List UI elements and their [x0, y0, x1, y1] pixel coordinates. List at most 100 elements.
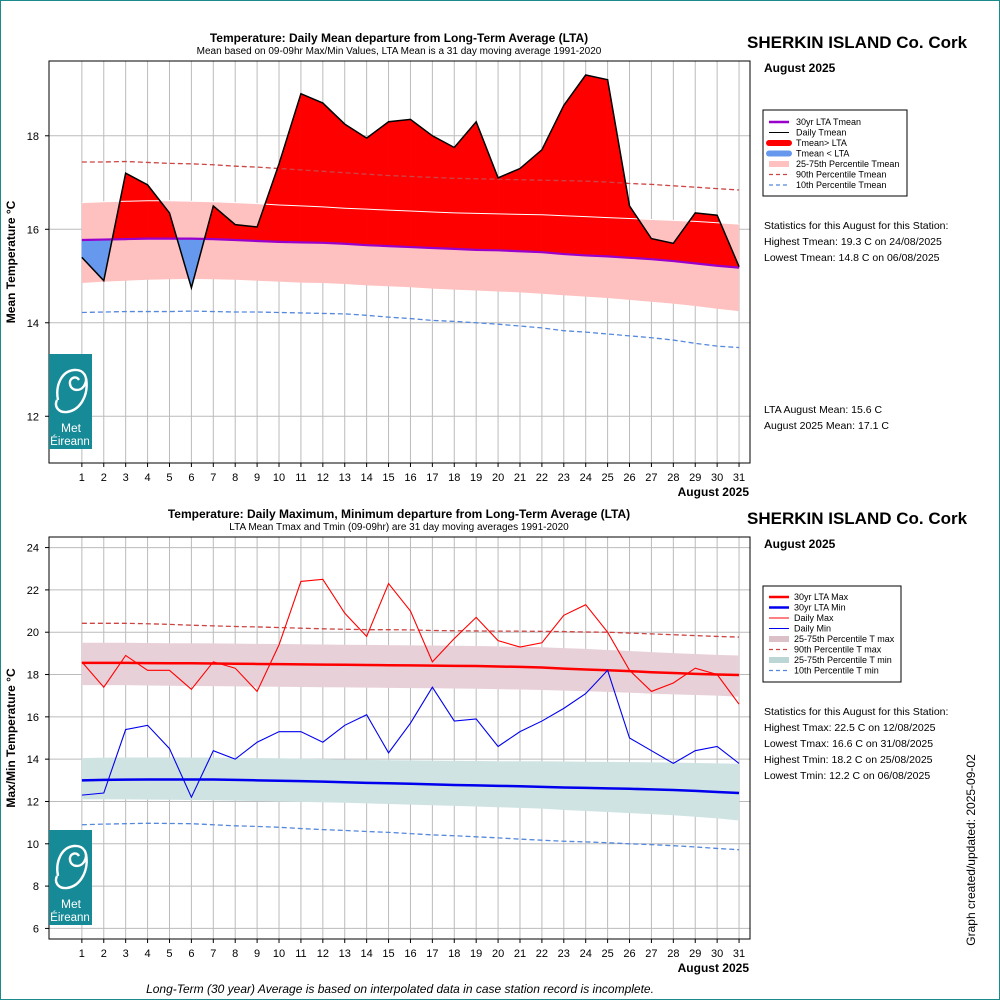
bot-x-tick-label-7: 7: [210, 948, 216, 960]
top-plot-border: [48, 60, 751, 464]
bot-x-tick-label-15: 15: [382, 948, 394, 960]
bottom-plot-area: 1 2 3 4 5 6 7 8 9 10 11 12 13 14 15 16 17 18 19 20 21 22 23 24 2…: [27, 536, 751, 960]
top-departure-fill-13-0: [344, 123, 367, 246]
bot-x-tick-label-10: 10: [273, 948, 285, 960]
top-x-tick-label-5: 5: [166, 472, 172, 484]
top-departure-fill-17-0: [432, 135, 455, 250]
logo-text-met-bottom: Met: [61, 897, 82, 911]
bottom-chart-title: Temperature: Daily Maximum, Minimum depa…: [168, 507, 630, 521]
top-x-tick-label-1: 1: [79, 472, 85, 484]
legend-item-below-lta: Tmean < LTA: [796, 149, 849, 159]
bottom-legend: 30yr LTA Max 30yr LTA Min Daily Max Dail…: [762, 585, 902, 683]
top-plot-area: 1 2 3 4 5 6 7 8 9 10 11 12 13 14 15 16 17 18 19 20 21 22 23 24 2…: [27, 60, 751, 484]
bot-y-tick-label-6: 6: [33, 923, 39, 935]
bot-x-tick-label-26: 26: [623, 948, 635, 960]
top-x-tick-label-7: 7: [210, 472, 216, 484]
top-y-tick-label-14: 14: [27, 318, 39, 330]
top-stat-lowest: Lowest Tmean: 14.8 C on 06/08/2025: [764, 252, 940, 264]
top-x-tick-label-19: 19: [470, 472, 482, 484]
top-y-tick-label-18: 18: [27, 131, 39, 143]
bot-y-tick-label-20: 20: [27, 627, 39, 639]
bot-x-tick-label-14: 14: [361, 948, 373, 960]
top-lta-line: [81, 237, 740, 269]
top-x-tick-label-13: 13: [339, 472, 351, 484]
logo-text-eireann: Éireann: [50, 435, 90, 448]
top-x-tick-label-20: 20: [492, 472, 504, 484]
top-chart-subtitle: Mean based on 09-09hr Max/Min Values, LT…: [197, 46, 602, 57]
bot-y-tick-label-16: 16: [27, 712, 39, 724]
bot-x-tick-label-20: 20: [492, 948, 504, 960]
top-x-tick-label-14: 14: [361, 472, 373, 484]
bot-x-tick-label-2: 2: [101, 948, 107, 960]
top-x-axis-label: August 2025: [678, 485, 750, 499]
legend-item-band-max: 25-75th Percentile T max: [794, 634, 895, 644]
top-band-upper-edge: [81, 200, 740, 225]
top-y-tick-label-16: 16: [27, 224, 39, 236]
bot-y-tick-label-18: 18: [27, 670, 39, 682]
top-x-tick-label-8: 8: [232, 472, 238, 484]
top-x-tick-label-9: 9: [254, 472, 260, 484]
top-departure-fill-29-0: [694, 212, 718, 267]
top-p10-line: [81, 310, 740, 349]
top-station-name: SHERKIN ISLAND Co. Cork: [747, 33, 968, 52]
top-departure-fill-12-0: [322, 102, 345, 245]
bot-x-tick-label-11: 11: [295, 948, 306, 960]
bottom-stat-lowest-tmin: Lowest Tmin: 12.2 C on 06/08/2025: [764, 770, 930, 782]
met-eireann-logo-bottom: Met Éireann: [49, 830, 92, 925]
bot-y-tick-label-12: 12: [27, 796, 39, 808]
graph-updated-note: Graph created/updated: 2025-09-02: [964, 754, 978, 946]
top-x-tick-label-3: 3: [123, 472, 129, 484]
top-x-tick-label-16: 16: [404, 472, 416, 484]
top-y-tick-label-12: 12: [27, 411, 39, 423]
top-x-tick-label-15: 15: [382, 472, 394, 484]
top-departure-fill-16-0: [410, 118, 433, 249]
bottom-p10-line: [81, 822, 740, 851]
top-x-tick-label-12: 12: [317, 472, 329, 484]
top-month-label: August 2025: [764, 61, 836, 75]
top-x-tick-label-25: 25: [601, 472, 613, 484]
bottom-plot-border: [48, 536, 751, 940]
top-x-tick-label-22: 22: [536, 472, 548, 484]
top-x-tick-label-26: 26: [623, 472, 635, 484]
bot-x-tick-label-28: 28: [667, 948, 679, 960]
bottom-stat-highest-tmax: Highest Tmax: 22.5 C on 12/08/2025: [764, 722, 936, 734]
met-eireann-logo-top: Met Éireann: [49, 354, 92, 449]
top-x-tick-label-28: 28: [667, 472, 679, 484]
bot-x-tick-label-27: 27: [645, 948, 657, 960]
bottom-y-axis-label: Max/Min Temperature °C: [4, 668, 18, 808]
legend-item-daily-tmean: Daily Tmean: [796, 128, 846, 138]
top-x-tick-label-2: 2: [101, 472, 107, 484]
top-month-mean: August 2025 Mean: 17.1 C: [764, 420, 889, 432]
bot-x-tick-label-17: 17: [426, 948, 438, 960]
bot-x-tick-label-24: 24: [580, 948, 592, 960]
top-x-tick-label-10: 10: [273, 472, 285, 484]
top-departure-fill-14-0: [366, 121, 389, 247]
bot-x-tick-label-6: 6: [188, 948, 194, 960]
bot-x-tick-label-5: 5: [166, 948, 172, 960]
bot-x-tick-label-30: 30: [711, 948, 723, 960]
bottom-daily-max-line: [81, 578, 740, 705]
top-x-tick-label-11: 11: [295, 472, 306, 484]
top-p90-line: [81, 160, 740, 191]
legend-item-daily-min: Daily Min: [794, 624, 831, 634]
legend-item-lta-tmean: 30yr LTA Tmean: [796, 117, 861, 127]
bottom-lta-min-line: [81, 778, 740, 795]
bottom-stat-highest-tmin: Highest Tmin: 18.2 C on 25/08/2025: [764, 754, 933, 766]
top-departure-fill-20-0: [497, 168, 521, 252]
bot-x-tick-label-13: 13: [339, 948, 351, 960]
bot-x-tick-label-25: 25: [601, 948, 613, 960]
top-lta-mean: LTA August Mean: 15.6 C: [764, 404, 883, 416]
top-x-tick-label-17: 17: [426, 472, 438, 484]
top-x-tick-label-18: 18: [448, 472, 460, 484]
bot-y-tick-label-14: 14: [27, 754, 39, 766]
bot-x-tick-label-31: 31: [733, 948, 745, 960]
bot-x-tick-label-16: 16: [404, 948, 416, 960]
bot-y-tick-label-8: 8: [33, 881, 39, 893]
legend-item-above-lta: Tmean> LTA: [796, 138, 847, 148]
top-daily-line: [81, 74, 740, 291]
bottom-stat-lowest-tmax: Lowest Tmax: 16.6 C on 31/08/2025: [764, 738, 933, 750]
legend-item-lta-min: 30yr LTA Min: [794, 603, 846, 613]
top-x-tick-label-29: 29: [689, 472, 701, 484]
bot-y-tick-label-22: 22: [27, 585, 39, 597]
